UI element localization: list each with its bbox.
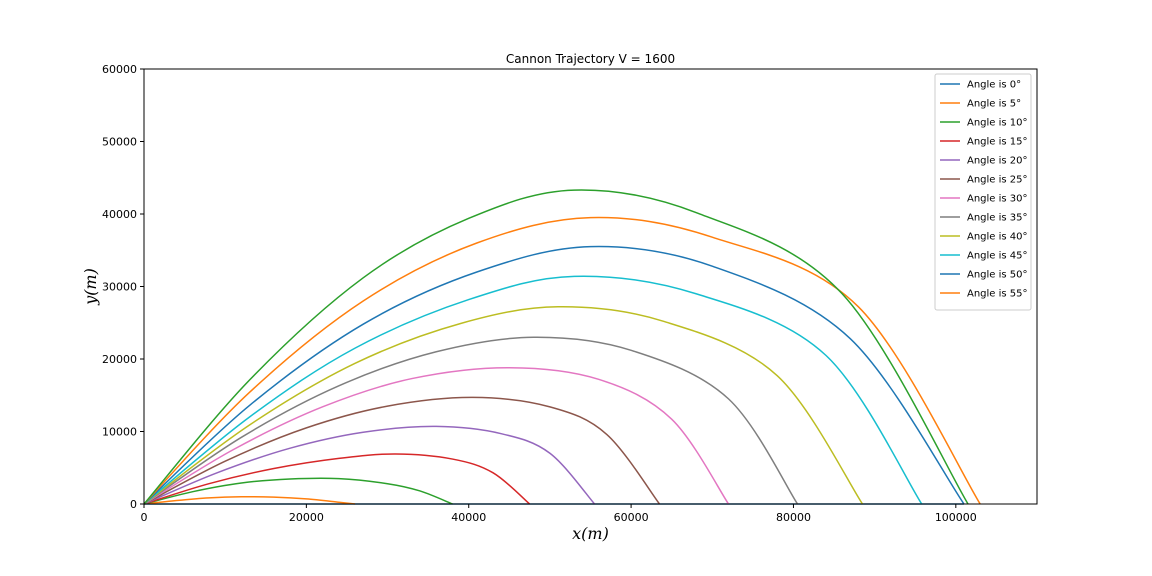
legend-box [934,73,1032,311]
series-line-5 [143,396,661,505]
series-lines [143,189,981,505]
x-tick-label: 20000 [289,511,324,524]
legend-label: Angle is 10° [967,118,1028,129]
legend-label: Angle is 35° [967,213,1028,224]
legend-label: Angle is 55° [967,289,1028,300]
y-tick-label: 30000 [102,281,137,294]
legend-label: Angle is 15° [967,137,1028,148]
x-axis-label: x(m) [572,524,609,543]
legend-label: Angle is 30° [967,194,1028,205]
y-axis-ticks: 0 10000 20000 30000 40000 50000 60000 [102,63,144,511]
x-tick-label: 0 [141,511,148,524]
legend-label: Angle is 40° [967,232,1028,243]
x-tick-label: 60000 [614,511,649,524]
chart-title: Cannon Trajectory V = 1600 [506,52,675,66]
y-tick-label: 40000 [102,208,137,221]
legend-label: Angle is 25° [967,175,1028,186]
series-line-7 [143,336,799,505]
series-line-2 [143,477,453,505]
y-tick-label: 50000 [102,136,137,149]
series-line-1 [143,495,356,505]
y-tick-label: 60000 [102,63,137,76]
y-tick-label: 20000 [102,353,137,366]
series-line-4 [143,425,596,505]
series-line-6 [143,366,730,505]
series-line-11 [143,216,981,505]
x-tick-label: 80000 [776,511,811,524]
legend-label: Angle is 45° [967,251,1028,262]
x-tick-label: 40000 [451,511,486,524]
series-line-10 [143,245,965,505]
series-line-12 [143,189,969,505]
y-tick-label: 10000 [102,426,137,439]
x-tick-label: 100000 [935,511,977,524]
y-axis-label: y(m) [81,268,100,306]
legend-label: Angle is 20° [967,156,1028,167]
legend-label: Angle is 5° [967,99,1021,110]
y-tick-label: 0 [130,498,137,511]
series-line-3 [143,453,531,505]
plot-background [144,69,1037,504]
series-line-9 [143,275,923,505]
x-axis-ticks: 0 20000 40000 60000 80000 100000 [141,504,977,524]
legend-label: Angle is 50° [967,270,1028,281]
legend: Angle is 0° Angle is 5° Angle is 10° Angle … [934,73,1032,311]
series-line-8 [143,306,864,505]
legend-label: Angle is 0° [967,80,1021,91]
